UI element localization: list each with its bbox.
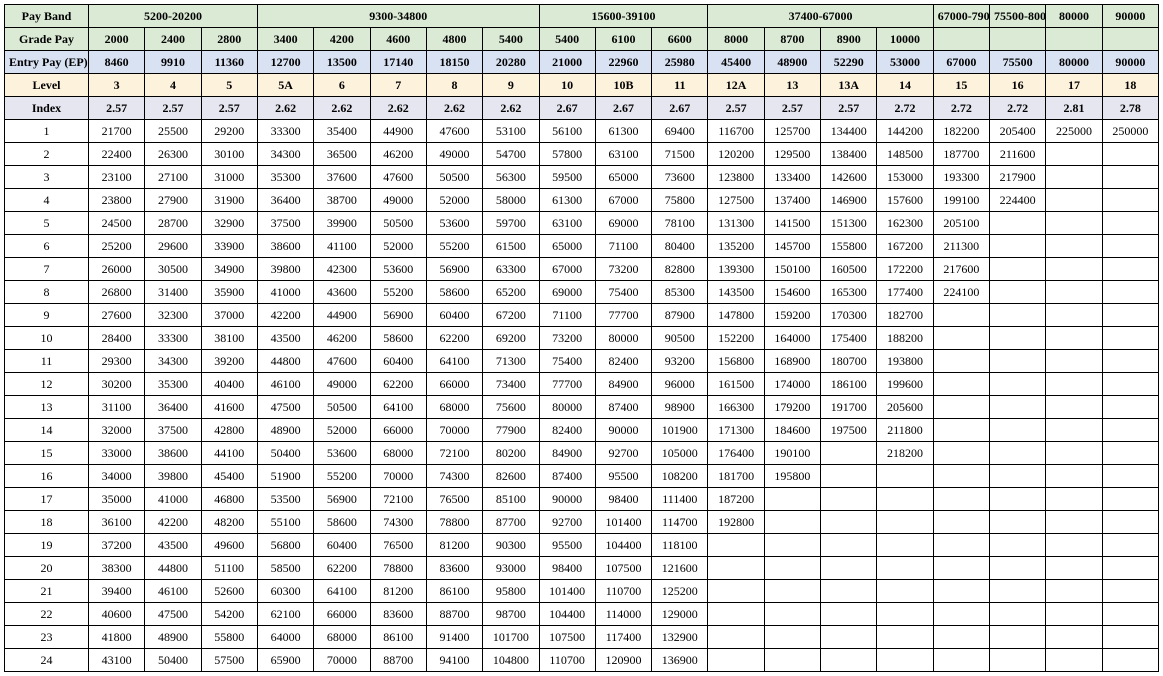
data-row: 1028400333003810043500462005860062200692… — [5, 327, 1159, 350]
data-row: 2240600475005420062100660008360088700987… — [5, 603, 1159, 626]
data-row: 2224002630030100343003650046200490005470… — [5, 143, 1159, 166]
data-row: 1735000410004680053500569007210076500851… — [5, 488, 1159, 511]
index-row: Index2.572.572.572.622.622.622.622.622.6… — [5, 97, 1159, 120]
data-row: 1937200435004960056800604007650081200903… — [5, 534, 1159, 557]
data-row: 1129300343003920044800476006040064100713… — [5, 350, 1159, 373]
data-row: 1836100422004820055100586007430078800877… — [5, 511, 1159, 534]
data-row: 3231002710031000353003760047600505005630… — [5, 166, 1159, 189]
table-head: Pay Band5200-202009300-3480015600-391003… — [5, 5, 1159, 120]
data-row: 1230200353004040046100490006220066000734… — [5, 373, 1159, 396]
data-row: 8268003140035900410004360055200586006520… — [5, 281, 1159, 304]
data-row: 9276003230037000422004490056900604006720… — [5, 304, 1159, 327]
gradepay-row: Grade Pay2000240028003400420046004800540… — [5, 28, 1159, 51]
data-row: 1634000398004540051900552007000074300826… — [5, 465, 1159, 488]
data-row: 2341800489005580064000680008610091400101… — [5, 626, 1159, 649]
data-row: 1432000375004280048900520006600070000779… — [5, 419, 1159, 442]
entrypay-row: Entry Pay (EP)84609910113601270013500171… — [5, 51, 1159, 74]
data-row: 6252002960033900386004110052000552006150… — [5, 235, 1159, 258]
data-row: 2443100504005750065900700008870094100104… — [5, 649, 1159, 672]
data-row: 4238002790031900364003870049000520005800… — [5, 189, 1159, 212]
level-row: Level3455A67891010B1112A1313A1415161718 — [5, 74, 1159, 97]
data-row: 1217002550029200333003540044900476005310… — [5, 120, 1159, 143]
data-row: 7260003050034900398004230053600569006330… — [5, 258, 1159, 281]
data-row: 2139400461005260060300641008120086100958… — [5, 580, 1159, 603]
table-body: 1217002550029200333003540044900476005310… — [5, 120, 1159, 672]
data-row: 1331100364004160047500505006410068000756… — [5, 396, 1159, 419]
pay-matrix-table: Pay Band5200-202009300-3480015600-391003… — [4, 4, 1159, 672]
data-row: 2038300448005110058500622007880083600930… — [5, 557, 1159, 580]
data-row: 5245002870032900375003990050500536005970… — [5, 212, 1159, 235]
payband-row: Pay Band5200-202009300-3480015600-391003… — [5, 5, 1159, 28]
data-row: 1533000386004410050400536006800072100802… — [5, 442, 1159, 465]
